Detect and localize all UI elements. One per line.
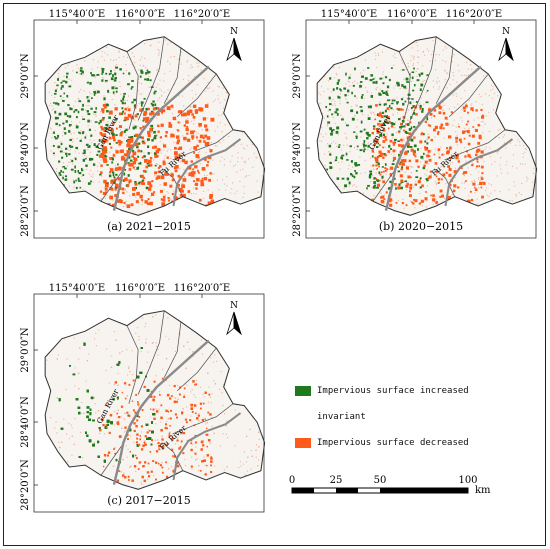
legend-label-increased: Impervious surface increased [317,386,469,396]
lat-label: 28°20′0″N [292,185,303,237]
scale-tick-100: 100 [458,475,477,486]
legend-item-decreased: Impervious surface decreased [295,430,535,456]
legend-item-invariant: invariant [295,404,535,430]
lon-label: 115°40′0″E [49,9,105,20]
lat-label: 28°40′0″N [20,122,31,174]
legend: Impervious surface increased invariant I… [295,378,535,456]
lon-label: 116°0′0″E [115,9,165,20]
north-label: N [230,27,238,37]
legend-swatch-decreased [295,438,311,448]
north-arrow-icon: N [226,301,242,336]
map-frame [33,19,265,239]
gan-river [112,339,210,485]
north-arrow-icon: N [498,27,514,62]
north-arrow-icon: N [226,27,242,62]
lat-label: 28°20′0″N [20,459,31,511]
scale-tick-50: 50 [374,475,387,486]
legend-swatch-invariant [295,412,311,422]
lon-label: 115°40′0″E [321,9,377,20]
gan-river [384,65,482,211]
figure-frame [3,3,546,546]
map-panel-b: Gan River Fu River 115°40′0″E 116°0′0″E 116°… [274,6,544,268]
map-panel-c: Gan River Fu River 115°40′0″E 116°0′0″E 116°… [2,280,272,542]
panel-caption: (a) 2021−2015 [107,220,191,233]
legend-label-invariant: invariant [317,412,366,422]
lat-label: 28°40′0″N [20,396,31,448]
lat-label: 29°0′0″N [20,53,31,98]
lon-label: 115°40′0″E [49,283,105,294]
study-area [317,36,537,216]
lat-label: 28°20′0″N [20,185,31,237]
map-panel-a: Gan River Fu River 115°40′0″E 116°0′0″E 116°… [2,6,272,268]
lon-label: 116°20′0″E [446,9,502,20]
map-frame [305,19,537,239]
panel-caption: (b) 2020−2015 [379,220,463,233]
fu-river [172,412,242,481]
study-area [45,36,265,216]
panel-caption: (c) 2017−2015 [107,494,190,507]
scale-tick-0: 0 [289,475,295,486]
map-frame [33,293,265,513]
north-label: N [502,27,510,37]
change-pixels [317,36,537,216]
fu-river [444,138,514,207]
lon-label: 116°20′0″E [174,9,230,20]
lon-label: 116°20′0″E [174,283,230,294]
scale-tick-25: 25 [330,475,343,486]
legend-label-decreased: Impervious surface decreased [317,438,469,448]
study-area [45,310,265,490]
fu-river [172,138,242,207]
gan-river [112,65,210,211]
scale-unit: km [475,485,491,496]
legend-swatch-increased [295,386,311,396]
lon-label: 116°0′0″E [387,9,437,20]
lat-label: 29°0′0″N [20,327,31,372]
lat-label: 29°0′0″N [292,53,303,98]
lon-label: 116°0′0″E [115,283,165,294]
north-label: N [230,301,238,311]
scale-bar: 0 25 50 100 km [285,466,515,506]
lat-label: 28°40′0″N [292,122,303,174]
legend-item-increased: Impervious surface increased [295,378,535,404]
